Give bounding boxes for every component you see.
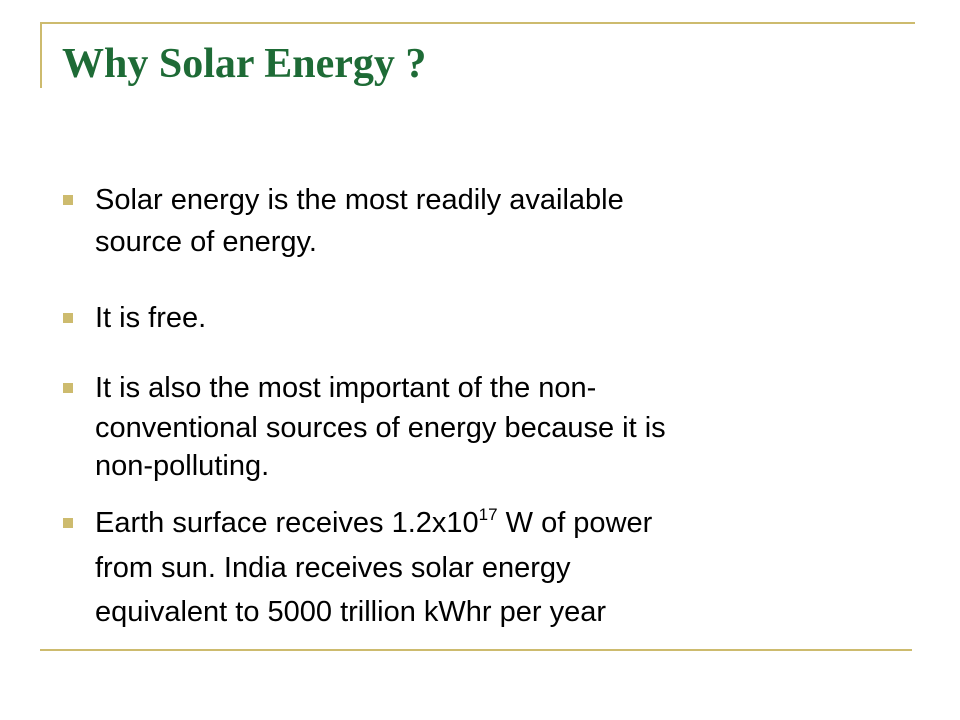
bullet-text: from sun. India receives solar energy [95,552,571,584]
bullet-marker [63,313,73,323]
bullet-text: It is also the most important of the non… [95,372,597,404]
bullet-text: Earth surface receives 1.2x1017 W of pow… [95,503,652,543]
bullet-marker [63,518,73,528]
superscript: 17 [478,505,498,524]
bullet-text: conventional sources of energy because i… [95,412,666,444]
text-run: Earth surface receives 1.2x10 [95,507,479,539]
accent-line [40,22,42,88]
bullet-text: source of energy. [95,226,317,258]
bullet-marker [63,195,73,205]
bottom-rule [40,649,912,651]
bullet-text: Solar energy is the most readily availab… [95,184,624,216]
bullet-text: equivalent to 5000 trillion kWhr per yea… [95,596,606,628]
bullet-text: It is free. [95,302,207,334]
text-run: W of power [497,507,653,539]
bullet-marker [63,383,73,393]
bullet-text: non-polluting. [95,450,270,482]
top-rule [40,22,915,24]
slide-title: Why Solar Energy ? [62,41,427,87]
